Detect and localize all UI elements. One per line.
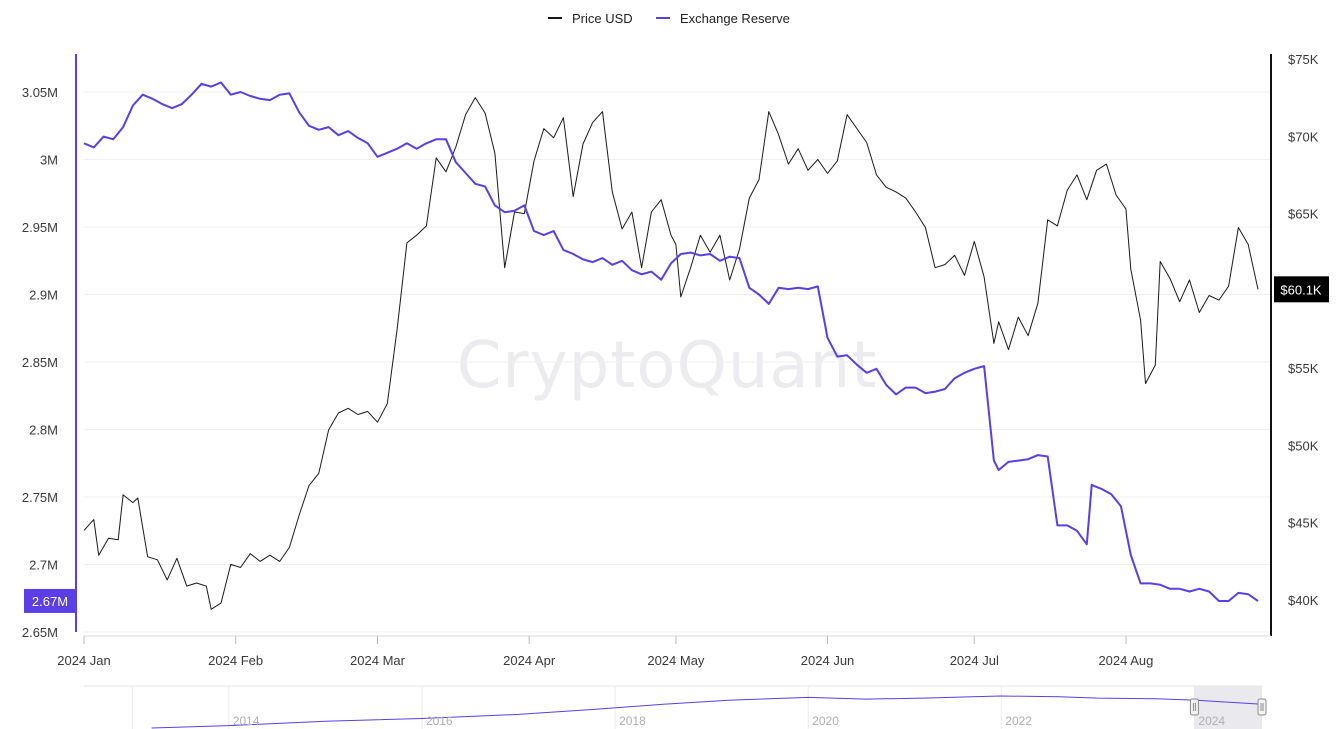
right-latest-value-badge — [1274, 276, 1329, 303]
range-navigator[interactable]: 2014 2016 2018 2020 2022 2024 — [84, 685, 1267, 729]
y-right-tick-label: $40K — [1288, 593, 1319, 608]
x-tick-label: 2024 Jan — [57, 653, 111, 668]
axes: 2.65M 2.7M 2.75M 2.8M 2.85M 2.9M 2.95M 3M 3.05M $… — [22, 52, 1319, 668]
navigator-year-label: 2014 — [233, 714, 260, 728]
right-latest-value-text: $60.1K — [1280, 282, 1322, 297]
x-tick-label: 2024 Apr — [503, 653, 556, 668]
watermark-text: CryptoQuant — [457, 329, 878, 403]
x-tick-label: 2024 Jul — [950, 653, 999, 668]
watermark: CryptoQuant — [457, 329, 878, 403]
latest-value-badges: 2.67M $60.1K — [24, 276, 1329, 613]
navigator-year-label: 2016 — [426, 714, 453, 728]
handle-body[interactable] — [1257, 698, 1267, 716]
navigator-series-line — [151, 695, 1263, 729]
navigator-year-label: 2018 — [619, 714, 646, 728]
y-right-tick-label: $50K — [1288, 438, 1319, 453]
y-left-tick-label: 2.8M — [29, 423, 58, 438]
gridlines — [84, 91, 1270, 633]
y-right-tick-label: $65K — [1288, 207, 1319, 222]
x-tick-label: 2024 Mar — [350, 653, 406, 668]
legend-label[interactable]: Exchange Reserve — [680, 11, 790, 26]
y-left-tick-label: 2.75M — [22, 490, 58, 505]
left-latest-value-text: 2.67M — [32, 594, 68, 609]
legend-label[interactable]: Price USD — [572, 11, 633, 26]
price-usd-line — [83, 97, 1259, 610]
navigator-selection[interactable] — [1194, 686, 1262, 729]
x-tick-label: 2024 May — [647, 653, 705, 668]
navigator-year-label: 2022 — [1005, 714, 1032, 728]
legend[interactable]: Price USD Exchange Reserve — [548, 11, 790, 26]
y-right-tick-label: $75K — [1288, 52, 1319, 67]
y-right-tick-label: $70K — [1288, 129, 1319, 144]
y-left-tick-label: 2.7M — [29, 558, 58, 573]
y-left-tick-label: 2.9M — [29, 288, 58, 303]
y-right-tick-label: $55K — [1288, 361, 1319, 376]
x-tick-label: 2024 Feb — [208, 653, 263, 668]
navigator-right-handle[interactable] — [1257, 698, 1267, 716]
x-tick-label: 2024 Aug — [1098, 653, 1153, 668]
series-lines — [83, 81, 1259, 610]
navigator-year-label: 2020 — [812, 714, 839, 728]
y-left-tick-label: 2.85M — [22, 355, 58, 370]
y-left-tick-label: 3M — [40, 153, 58, 168]
x-tick-label: 2024 Jun — [801, 653, 855, 668]
handle-body[interactable] — [1189, 698, 1199, 716]
exchange-reserve-line — [83, 81, 1259, 602]
navigator-left-handle[interactable] — [1189, 698, 1199, 716]
y-left-tick-label: 2.95M — [22, 220, 58, 235]
y-left-tick-label: 3.05M — [22, 85, 58, 100]
y-left-tick-label: 2.65M — [22, 625, 58, 640]
y-right-tick-label: $45K — [1288, 516, 1319, 531]
navigator-year-label: 2024 — [1198, 714, 1225, 728]
left-latest-value-badge — [24, 588, 76, 613]
